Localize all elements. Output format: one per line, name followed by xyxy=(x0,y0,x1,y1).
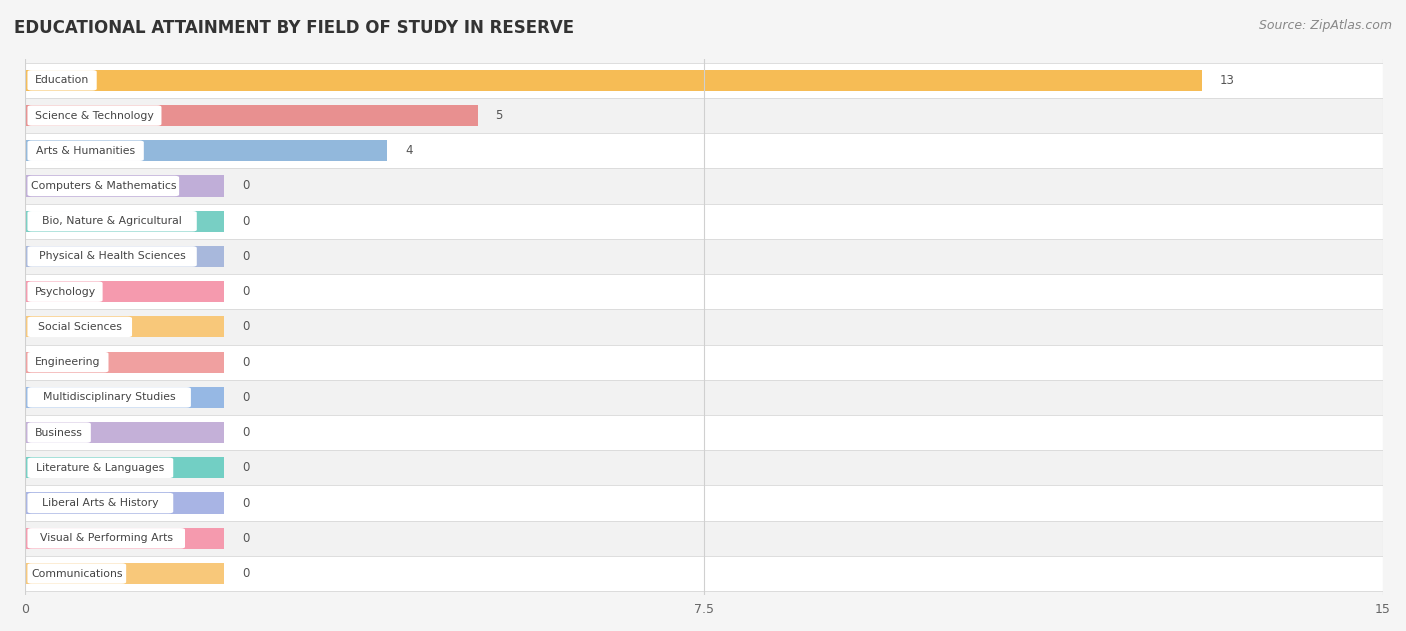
Text: Multidisciplinary Studies: Multidisciplinary Studies xyxy=(42,392,176,403)
Bar xyxy=(25,380,1384,415)
Bar xyxy=(25,204,1384,239)
Text: Arts & Humanities: Arts & Humanities xyxy=(37,146,135,156)
Bar xyxy=(25,351,224,373)
Text: 5: 5 xyxy=(496,109,503,122)
Bar xyxy=(25,211,224,232)
Text: 0: 0 xyxy=(242,356,249,369)
Text: Social Sciences: Social Sciences xyxy=(38,322,122,332)
Text: EDUCATIONAL ATTAINMENT BY FIELD OF STUDY IN RESERVE: EDUCATIONAL ATTAINMENT BY FIELD OF STUDY… xyxy=(14,19,574,37)
FancyBboxPatch shape xyxy=(28,281,103,302)
Bar xyxy=(25,422,224,443)
Text: Psychology: Psychology xyxy=(35,286,96,297)
Bar xyxy=(25,485,1384,521)
FancyBboxPatch shape xyxy=(28,176,179,196)
Bar xyxy=(25,70,1202,91)
Text: 0: 0 xyxy=(242,497,249,510)
Text: 0: 0 xyxy=(242,179,249,192)
FancyBboxPatch shape xyxy=(28,141,143,161)
Bar xyxy=(25,415,1384,451)
Text: Source: ZipAtlas.com: Source: ZipAtlas.com xyxy=(1258,19,1392,32)
Bar xyxy=(25,563,224,584)
Bar xyxy=(25,281,224,302)
Text: Literature & Languages: Literature & Languages xyxy=(37,463,165,473)
Bar xyxy=(25,345,1384,380)
Text: 0: 0 xyxy=(242,391,249,404)
FancyBboxPatch shape xyxy=(28,105,162,126)
Bar xyxy=(25,493,224,514)
Bar xyxy=(25,246,224,267)
Bar xyxy=(25,451,1384,485)
FancyBboxPatch shape xyxy=(28,457,173,478)
FancyBboxPatch shape xyxy=(28,246,197,267)
Text: 0: 0 xyxy=(242,250,249,263)
FancyBboxPatch shape xyxy=(28,563,127,584)
Text: Education: Education xyxy=(35,75,89,85)
Bar xyxy=(25,239,1384,274)
Text: 0: 0 xyxy=(242,567,249,580)
Bar xyxy=(25,521,1384,556)
Bar xyxy=(25,133,1384,168)
Text: Liberal Arts & History: Liberal Arts & History xyxy=(42,498,159,508)
Bar xyxy=(25,309,1384,345)
Bar xyxy=(25,274,1384,309)
FancyBboxPatch shape xyxy=(28,211,197,232)
Text: Physical & Health Sciences: Physical & Health Sciences xyxy=(39,252,186,261)
Bar xyxy=(25,556,1384,591)
Text: Engineering: Engineering xyxy=(35,357,101,367)
Text: Computers & Mathematics: Computers & Mathematics xyxy=(31,181,176,191)
Text: Business: Business xyxy=(35,428,83,438)
Bar xyxy=(25,140,387,162)
FancyBboxPatch shape xyxy=(28,387,191,408)
Text: 0: 0 xyxy=(242,532,249,545)
Text: 13: 13 xyxy=(1220,74,1234,87)
Text: 0: 0 xyxy=(242,215,249,228)
FancyBboxPatch shape xyxy=(28,422,91,443)
Bar xyxy=(25,387,224,408)
FancyBboxPatch shape xyxy=(28,528,186,548)
Bar xyxy=(25,98,1384,133)
Text: Visual & Performing Arts: Visual & Performing Arts xyxy=(39,533,173,543)
Bar xyxy=(25,175,224,197)
Text: Bio, Nature & Agricultural: Bio, Nature & Agricultural xyxy=(42,216,181,227)
Text: 4: 4 xyxy=(405,144,412,157)
Bar xyxy=(25,528,224,549)
FancyBboxPatch shape xyxy=(28,493,173,513)
Bar xyxy=(25,457,224,478)
Bar xyxy=(25,168,1384,204)
Text: Communications: Communications xyxy=(31,569,122,579)
Bar xyxy=(25,62,1384,98)
Text: 0: 0 xyxy=(242,321,249,333)
FancyBboxPatch shape xyxy=(28,317,132,337)
Text: Science & Technology: Science & Technology xyxy=(35,110,153,121)
Text: 0: 0 xyxy=(242,285,249,298)
Bar xyxy=(25,316,224,338)
FancyBboxPatch shape xyxy=(28,352,108,372)
Text: 0: 0 xyxy=(242,461,249,475)
FancyBboxPatch shape xyxy=(28,70,97,90)
Text: 0: 0 xyxy=(242,426,249,439)
Bar xyxy=(25,105,478,126)
